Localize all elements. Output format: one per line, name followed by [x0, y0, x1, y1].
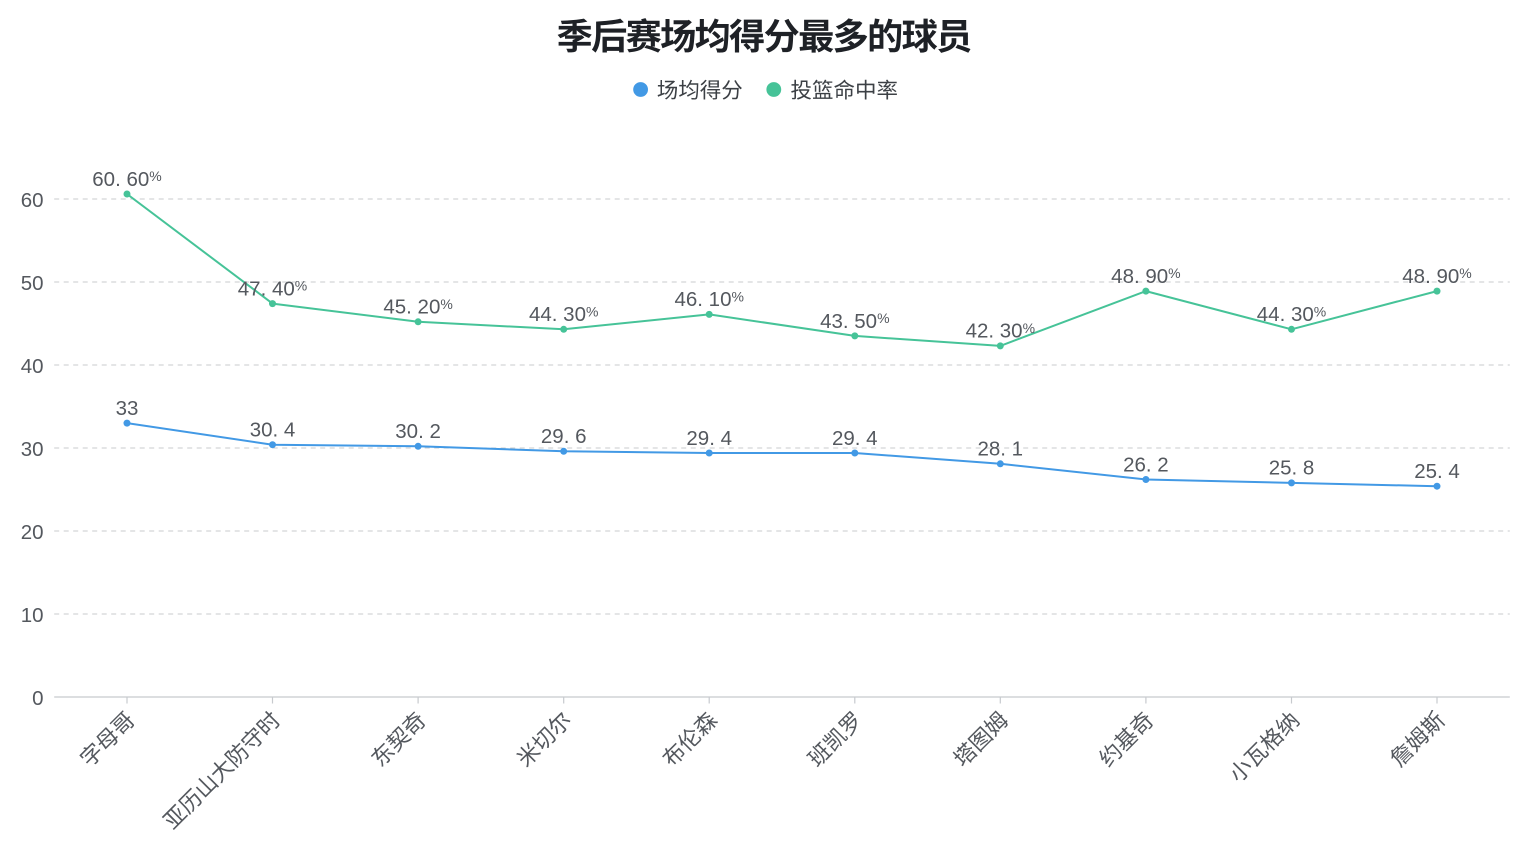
svg-text:30. 2: 30. 2: [395, 420, 441, 443]
svg-text:42. 30%: 42. 30%: [966, 320, 1035, 343]
svg-text:20: 20: [21, 521, 44, 544]
svg-text:25. 4: 25. 4: [1414, 460, 1460, 483]
svg-text:30: 30: [21, 438, 44, 461]
svg-text:50: 50: [21, 272, 44, 295]
svg-text:60: 60: [21, 189, 44, 212]
svg-text:47. 40%: 47. 40%: [238, 277, 307, 300]
svg-text:30. 4: 30. 4: [250, 419, 296, 442]
svg-text:44. 30%: 44. 30%: [529, 303, 598, 326]
svg-text:28. 1: 28. 1: [977, 438, 1023, 461]
svg-text:45. 20%: 45. 20%: [383, 296, 452, 319]
svg-text:43. 50%: 43. 50%: [820, 310, 889, 333]
svg-text:26. 2: 26. 2: [1123, 453, 1169, 476]
svg-text:10: 10: [21, 604, 44, 627]
svg-text:40: 40: [21, 355, 44, 378]
svg-text:29. 6: 29. 6: [541, 425, 587, 448]
svg-text:48. 90%: 48. 90%: [1402, 265, 1471, 288]
svg-text:48. 90%: 48. 90%: [1111, 265, 1180, 288]
svg-text:25. 8: 25. 8: [1269, 457, 1315, 480]
svg-text:33: 33: [116, 397, 139, 420]
svg-text:29. 4: 29. 4: [832, 427, 878, 450]
svg-text:44. 30%: 44. 30%: [1257, 303, 1326, 326]
svg-text:29. 4: 29. 4: [686, 427, 732, 450]
svg-text:46. 10%: 46. 10%: [674, 288, 743, 311]
svg-text:0: 0: [32, 687, 43, 710]
svg-text:60. 60%: 60. 60%: [92, 168, 161, 191]
